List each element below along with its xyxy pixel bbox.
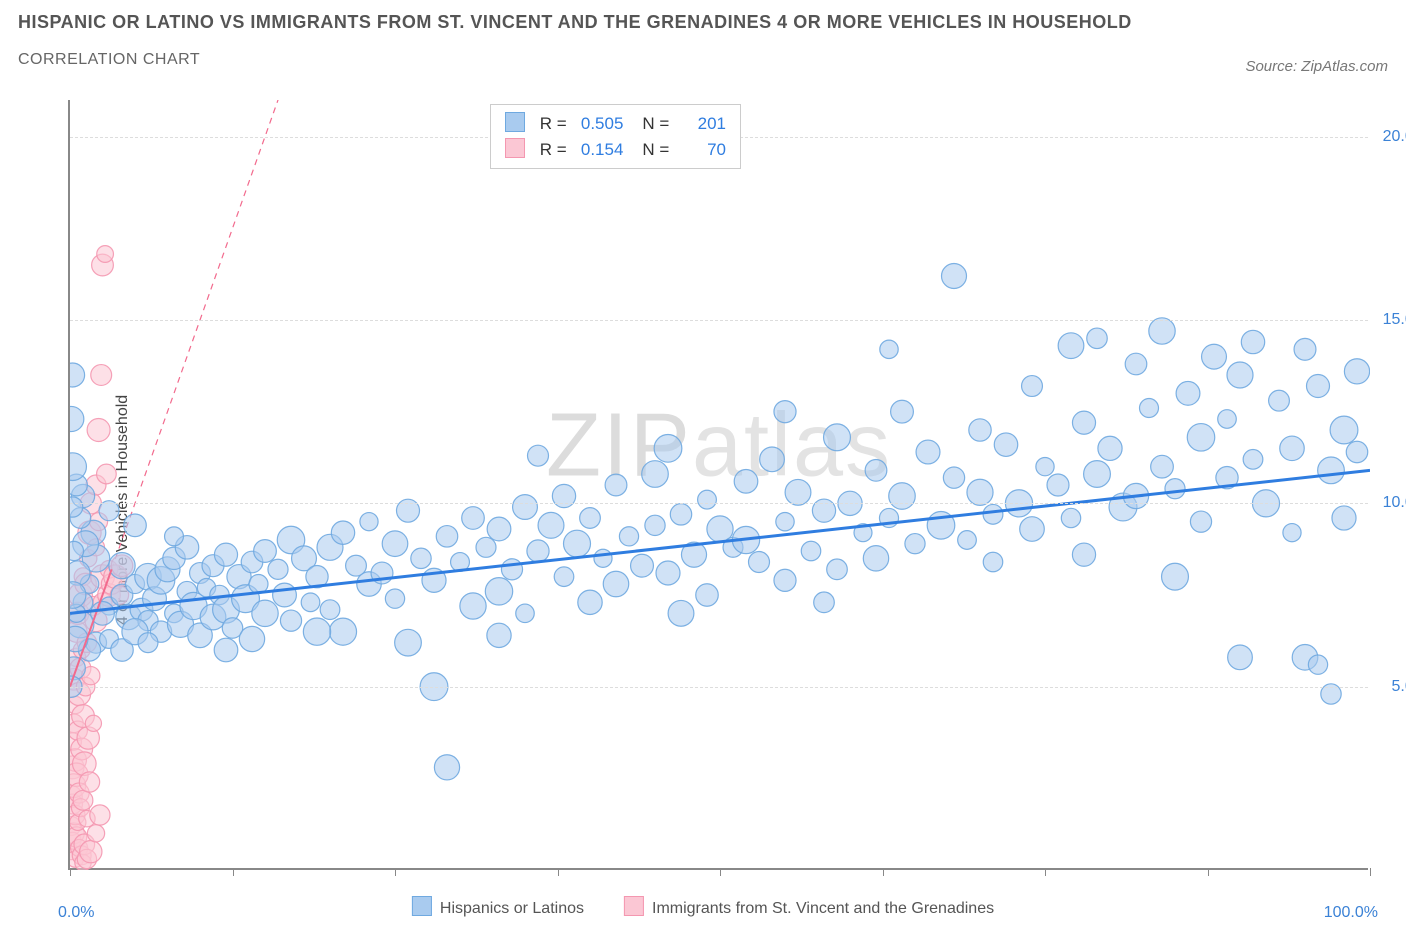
x-axis-min-label: 0.0% [58,904,94,922]
legend-item-blue: Hispanics or Latinos [412,896,584,918]
plot-area: ZIPatlas 5.0%10.0%15.0%20.0% R = 0.505 N… [68,100,1368,870]
chart-title: HISPANIC OR LATINO VS IMMIGRANTS FROM ST… [18,12,1388,33]
stats-legend-box: R = 0.505 N = 201 R = 0.154 N = 70 [490,104,741,169]
legend-item-pink: Immigrants from St. Vincent and the Gren… [624,896,994,918]
scatter-svg [70,100,1370,870]
y-tick-label: 20.0% [1383,128,1406,146]
y-tick-label: 5.0% [1392,678,1406,696]
source-attribution: Source: ZipAtlas.com [1245,58,1388,75]
chart-container: 4 or more Vehicles in Household ZIPatlas… [18,100,1388,920]
y-tick-label: 10.0% [1383,494,1406,512]
y-tick-label: 15.0% [1383,311,1406,329]
x-axis-max-label: 100.0% [1324,904,1378,922]
series-legend: Hispanics or Latinos Immigrants from St.… [412,896,994,918]
stats-row-pink: R = 0.154 N = 70 [505,137,726,163]
stats-row-blue: R = 0.505 N = 201 [505,111,726,137]
chart-subtitle: CORRELATION CHART [18,51,1388,69]
